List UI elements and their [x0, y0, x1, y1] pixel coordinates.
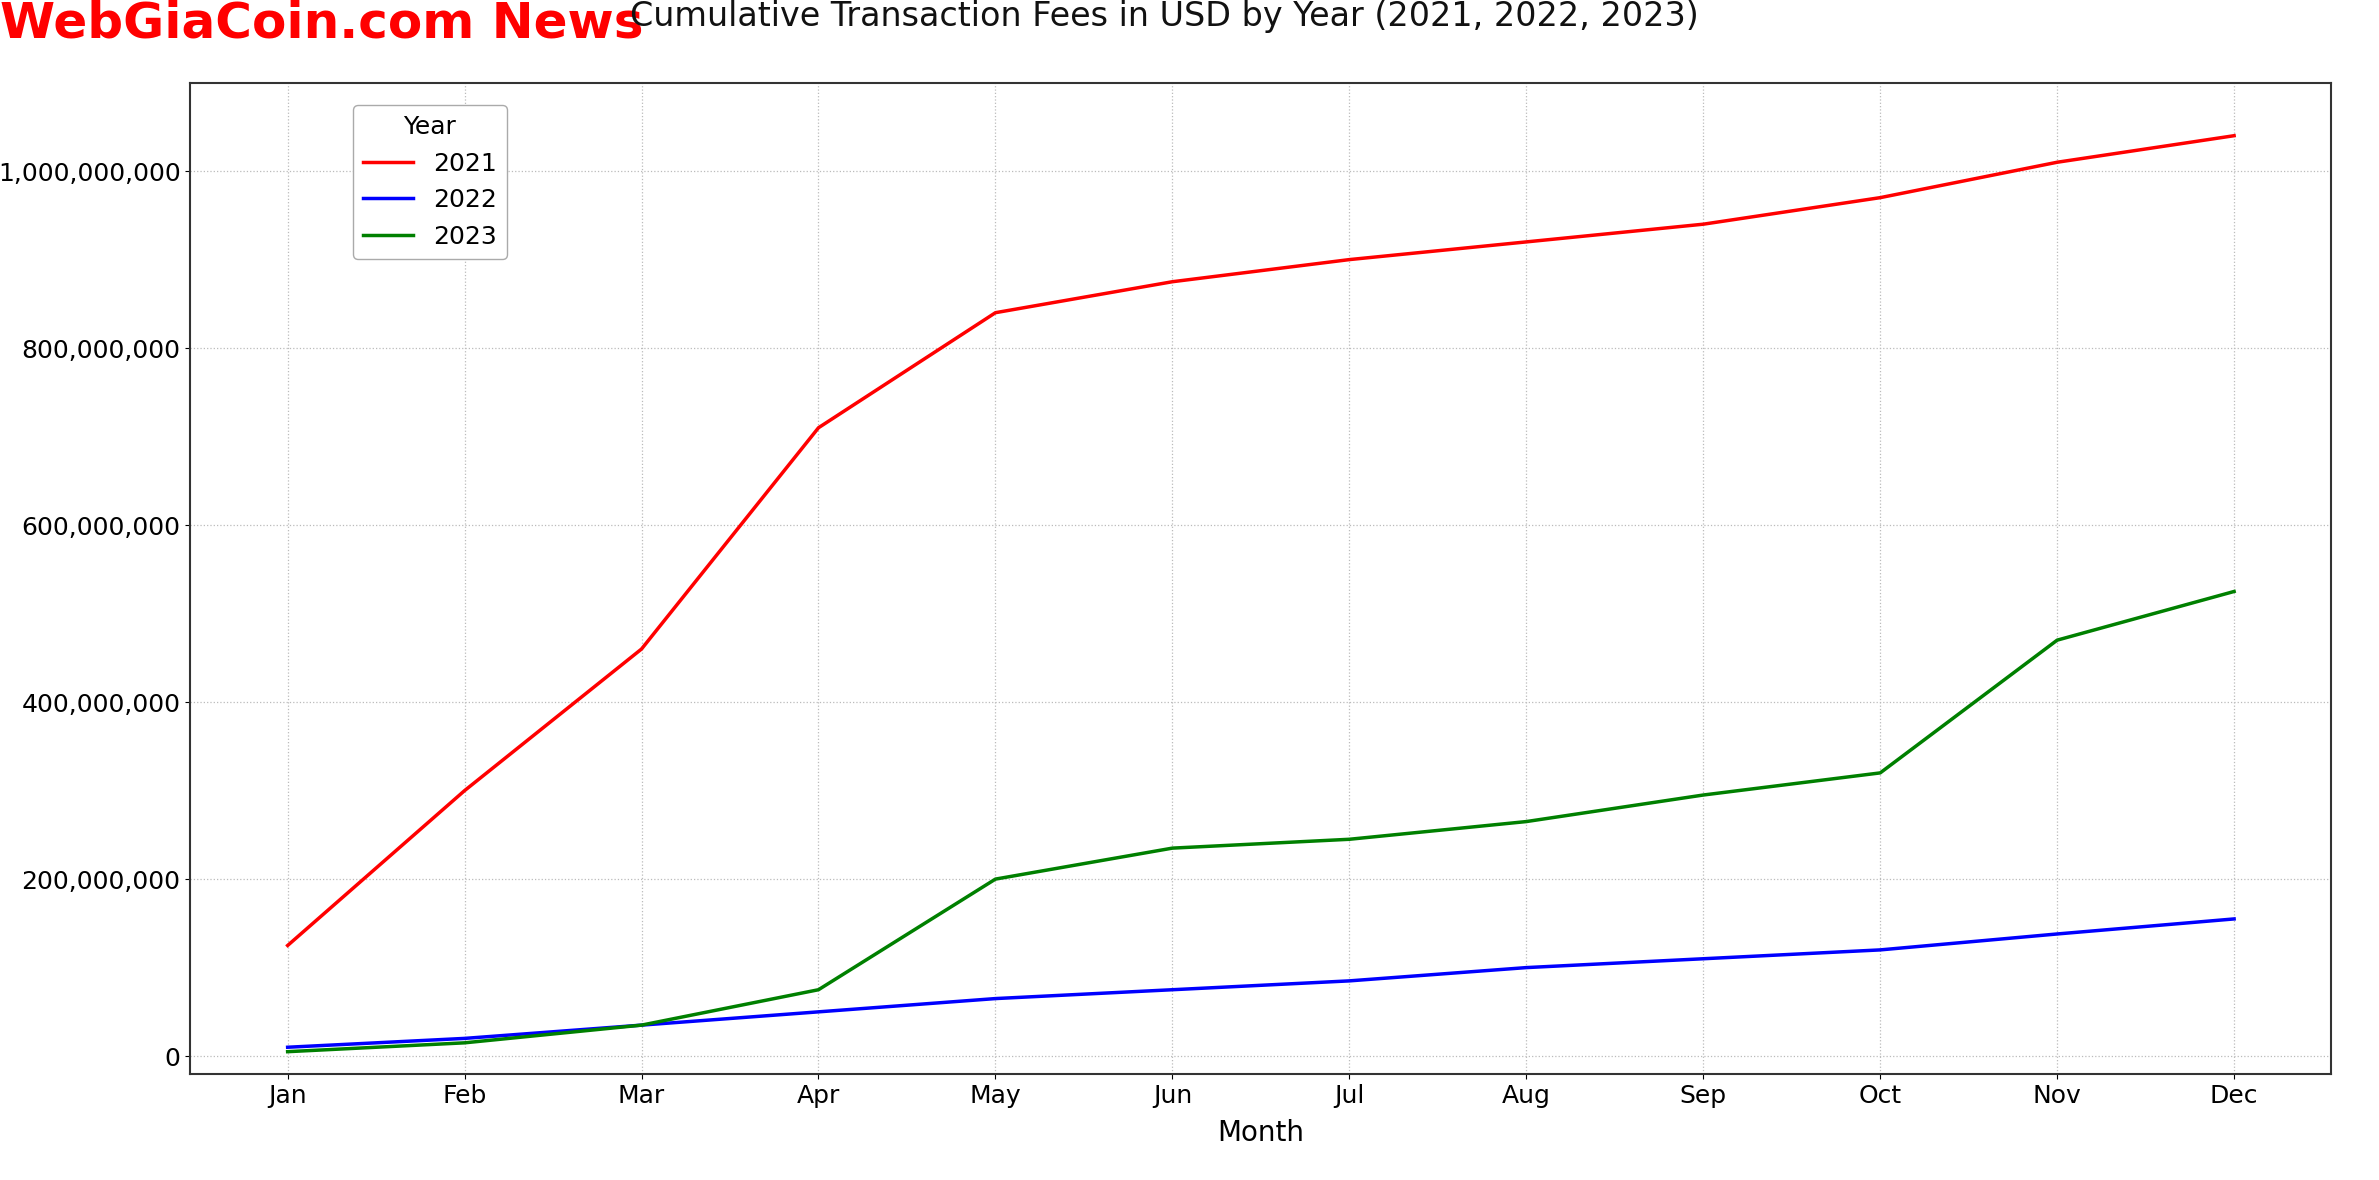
2022: [1689, 951, 1718, 965]
2021: [980, 306, 1009, 320]
2023: [1689, 788, 1718, 802]
2023: [804, 983, 833, 997]
2022: [1865, 943, 1894, 957]
2022: [2044, 927, 2072, 942]
Text: WebGiaCoin.com News: WebGiaCoin.com News: [0, 0, 642, 48]
Line: 2021: 2021: [288, 136, 2234, 945]
2021: [628, 642, 657, 656]
2021: [804, 420, 833, 434]
2021: [274, 938, 302, 952]
2023: [2044, 632, 2072, 647]
2021: [1865, 190, 1894, 204]
2021: [450, 784, 478, 798]
2023: [1513, 814, 1542, 828]
Line: 2023: 2023: [288, 591, 2234, 1051]
2021: [1689, 217, 1718, 231]
2022: [2220, 912, 2248, 926]
Text: Cumulative Transaction Fees in USD by Year (2021, 2022, 2023): Cumulative Transaction Fees in USD by Ye…: [630, 0, 1699, 33]
2021: [1335, 253, 1363, 267]
2021: [2220, 129, 2248, 143]
2023: [450, 1036, 478, 1050]
2022: [628, 1018, 657, 1032]
2023: [2220, 584, 2248, 598]
2021: [2044, 155, 2072, 169]
2023: [980, 872, 1009, 886]
2023: [1335, 832, 1363, 846]
2022: [1335, 974, 1363, 988]
2021: [1159, 275, 1187, 289]
2023: [274, 1044, 302, 1058]
2021: [1513, 235, 1542, 249]
2022: [1159, 983, 1187, 997]
2022: [274, 1041, 302, 1055]
2023: [1865, 766, 1894, 780]
2022: [450, 1031, 478, 1045]
2022: [1513, 961, 1542, 975]
Legend: 2021, 2022, 2023: 2021, 2022, 2023: [352, 105, 507, 258]
2023: [1159, 841, 1187, 855]
Line: 2022: 2022: [288, 919, 2234, 1048]
2022: [804, 1005, 833, 1020]
X-axis label: Month: Month: [1218, 1119, 1304, 1147]
2022: [980, 991, 1009, 1005]
2023: [628, 1018, 657, 1032]
